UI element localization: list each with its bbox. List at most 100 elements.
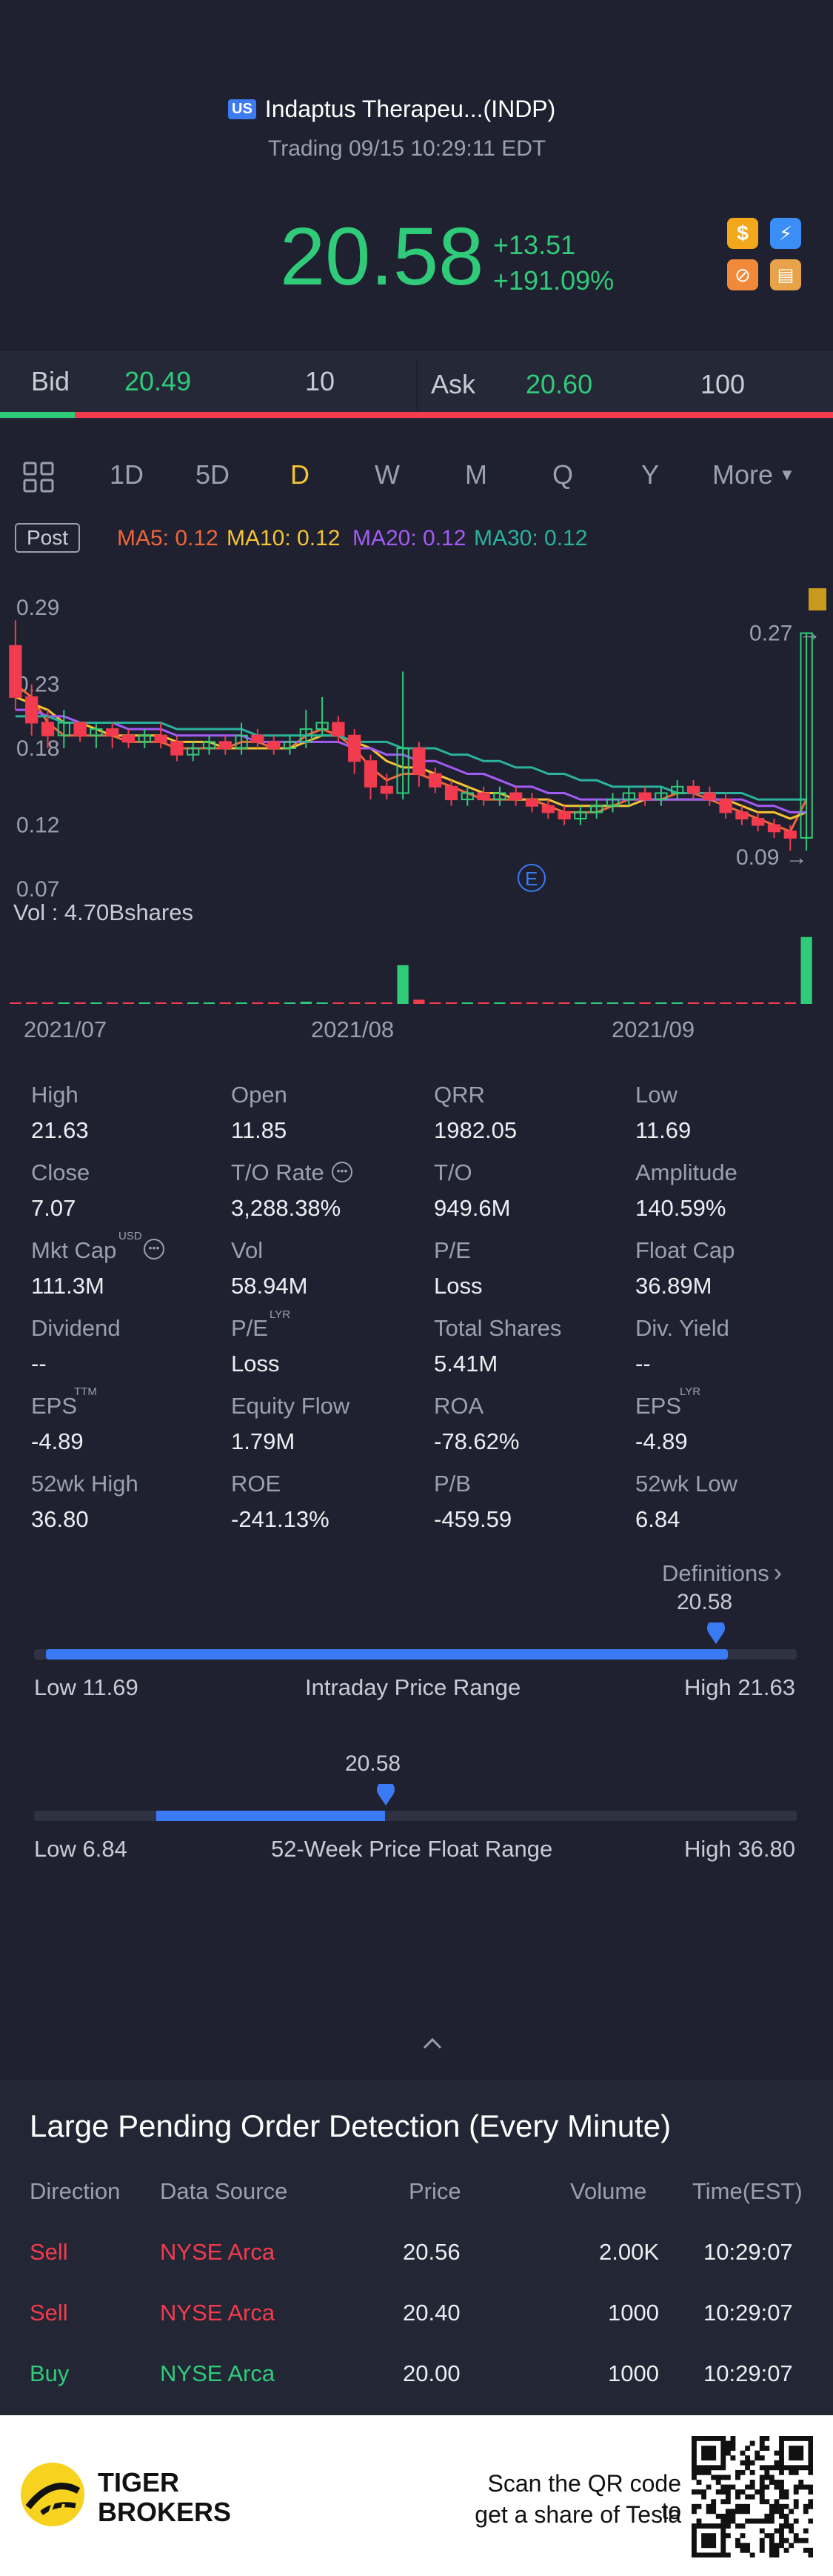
qr-module [692,2469,697,2475]
qr-code-icon[interactable] [692,2436,813,2557]
mkt-cap-info-icon[interactable]: ••• [144,1239,164,1259]
brand-line2: BROKERS [98,2497,232,2527]
stat-label: Div. Yield [635,1315,729,1341]
stat-value: 1982.05 [434,1117,518,1143]
candle-body [541,805,555,813]
qr-module [745,2460,751,2466]
stat-label: T/O Rate [231,1159,324,1185]
to-rate-info-icon[interactable]: ••• [332,1162,352,1182]
definitions-label: Definitions [662,1560,769,1586]
qr-module [711,2450,717,2456]
qr-module [798,2537,804,2543]
volume-bar [138,1002,150,1004]
chevron-up-icon[interactable] [422,2036,443,2051]
qr-module [774,2499,780,2505]
qr-module [715,2480,721,2485]
tab-m[interactable]: M [465,459,487,490]
qr-module [720,2552,726,2557]
qr-module [769,2533,775,2539]
qr-module [779,2543,784,2549]
volume-bar [784,1002,796,1004]
qr-module [793,2537,799,2543]
tab-q[interactable]: Q [552,459,574,490]
qr-module [783,2513,789,2519]
tab-1d[interactable]: 1D [110,459,144,490]
more-dropdown[interactable]: More ▼ [712,459,795,490]
candle-body [800,632,813,839]
stat-label: Total Shares [434,1315,562,1341]
tab-w[interactable]: W [375,459,400,490]
candlestick-chart[interactable]: 0.29 0.23 0.18 0.12 0.07 0.27 → 0.09 → E [0,570,833,1015]
qr-module [789,2528,794,2534]
candle-body [703,792,716,801]
qr-module [764,2533,770,2539]
stat-label: 52wk Low [635,1471,737,1497]
qr-module [755,2489,760,2495]
qr-module [701,2450,706,2456]
volume-bar [74,1002,86,1004]
qr-module [730,2446,736,2451]
qr-module [779,2440,784,2446]
qr-module [740,2547,746,2553]
post-badge[interactable]: Post [15,523,81,553]
volume-bar [349,1002,361,1004]
volume-bar [672,1002,683,1004]
qr-module [696,2436,702,2441]
stat-label: 52wk High [31,1471,138,1497]
qr-module [715,2489,721,2495]
definitions-link[interactable]: Definitions › [662,1559,782,1588]
candle-body [170,741,184,756]
qr-module [793,2436,799,2441]
candle-body [719,799,732,813]
flash-icon[interactable]: ⚡ [770,218,801,249]
qr-module [692,2489,697,2495]
volume-bar [284,1002,296,1004]
candle-body [106,728,119,736]
qr-module [715,2552,721,2557]
qr-module [730,2440,736,2446]
stat-value: 21.63 [31,1117,89,1143]
volume-bar [268,1002,280,1004]
qr-module [779,2503,784,2509]
stat-value: 36.89M [635,1273,712,1299]
order-time: 10:29:07 [703,2360,793,2386]
volume-bar [122,1002,135,1004]
header-volume: Volume [570,2178,647,2204]
qr-module [774,2460,780,2466]
qr-module [769,2513,775,2519]
qr-module [720,2455,726,2461]
qr-module [793,2465,799,2471]
qr-module [793,2499,799,2505]
qr-module [725,2499,731,2505]
qr-module [808,2547,813,2553]
stock-title[interactable]: Indaptus Therapeu...(INDP) [264,95,556,122]
qr-module [720,2547,726,2553]
qr-module [725,2484,731,2490]
stat-value: 58.94M [231,1273,308,1299]
no-short-icon[interactable]: ⊘ [727,259,758,290]
volume-bar [639,1002,651,1004]
intraday-current: 20.58 [677,1590,733,1614]
header-time: Time(EST) [692,2178,803,2204]
grid-icon[interactable] [22,461,55,493]
tab-y[interactable]: Y [641,459,660,490]
order-volume: 1000 [608,2300,659,2326]
tab-5d[interactable]: 5D [195,459,230,490]
candle-body [187,748,200,756]
candle-body [444,785,458,801]
qr-module [789,2523,794,2529]
ma-line-ma20 [15,708,807,813]
qr-module [715,2523,721,2529]
order-direction: Sell [30,2300,68,2326]
week52-marker-icon [376,1780,395,1806]
education-icon[interactable]: ▤ [770,259,801,290]
volume-bar [655,1002,667,1004]
candle-body [299,728,312,743]
qr-module [701,2533,706,2539]
tab-d[interactable]: D [290,459,310,490]
qr-module [749,2518,755,2524]
intraday-fill [46,1649,729,1660]
dollar-icon[interactable]: $ [727,218,758,249]
candle-body [412,748,426,775]
qr-module [783,2465,789,2471]
